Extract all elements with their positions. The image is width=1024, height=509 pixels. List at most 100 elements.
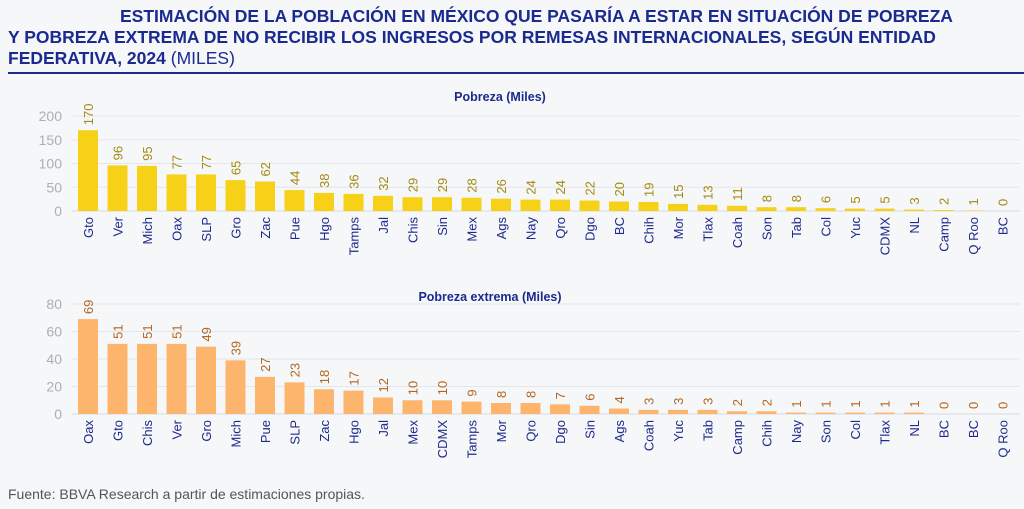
y-tick-label: 80	[46, 296, 62, 312]
category-label: Coah	[730, 217, 745, 248]
category-label: Ags	[494, 217, 509, 240]
category-label: Tamps	[347, 217, 362, 256]
category-label: Gro	[199, 420, 214, 442]
category-label: NL	[907, 420, 922, 437]
category-label: SLP	[199, 217, 214, 242]
y-tick-label: 20	[46, 379, 62, 395]
data-label: 24	[553, 180, 568, 194]
category-label: Tlax	[701, 217, 716, 242]
bar	[697, 204, 718, 211]
category-label: Sin	[435, 217, 450, 236]
data-label: 38	[317, 173, 332, 187]
data-label: 5	[848, 196, 863, 203]
category-label: BC	[612, 217, 627, 235]
y-tick-label: 0	[54, 203, 62, 219]
data-label: 77	[199, 155, 214, 169]
category-label: Coah	[642, 420, 657, 451]
bar	[845, 412, 865, 414]
category-label: Gto	[81, 217, 96, 238]
data-label: 2	[760, 399, 775, 406]
data-label: 62	[258, 162, 273, 176]
data-label: 6	[819, 196, 834, 203]
data-label: 11	[730, 187, 745, 201]
data-label: 51	[111, 324, 126, 338]
bar	[668, 203, 688, 211]
y-tick-label: 150	[39, 132, 63, 148]
data-label: 3	[701, 398, 716, 405]
data-label: 2	[730, 399, 745, 406]
bar	[137, 343, 157, 414]
data-label: 44	[288, 171, 303, 185]
bar	[904, 412, 924, 414]
data-label: 7	[553, 392, 568, 399]
title-line-2: Y POBREZA EXTREMA DE NO RECIBIR LOS INGR…	[8, 27, 936, 47]
data-label: 3	[671, 398, 686, 405]
data-label: 1	[966, 198, 981, 205]
category-label: Nay	[789, 420, 804, 444]
data-label: 3	[907, 197, 922, 204]
category-label: Camp	[730, 420, 745, 455]
y-tick-label: 50	[46, 179, 62, 195]
bar	[255, 181, 275, 211]
category-label: Tab	[701, 420, 716, 441]
bar	[166, 343, 187, 414]
data-label: 27	[258, 357, 273, 371]
data-label: 2	[937, 198, 952, 205]
data-label: 95	[140, 146, 155, 160]
data-label: 0	[966, 402, 981, 409]
bar	[343, 390, 364, 414]
bar	[225, 180, 246, 211]
bar	[579, 405, 600, 414]
category-label: BC	[966, 420, 981, 438]
category-label: Jal	[376, 420, 391, 437]
subchart-title: Pobreza extrema (Miles)	[418, 290, 561, 304]
data-label: 5	[878, 196, 893, 203]
bar	[196, 346, 216, 414]
bar	[520, 199, 541, 211]
category-label: Son	[819, 420, 834, 443]
category-label: Mex	[465, 217, 480, 242]
bar	[284, 190, 305, 211]
title-underline	[8, 72, 1024, 74]
bar	[107, 165, 128, 211]
data-label: 0	[937, 402, 952, 409]
category-label: Yuc	[671, 420, 686, 442]
bar	[491, 198, 511, 211]
bar	[432, 400, 452, 414]
category-label: Q Roo	[996, 420, 1011, 458]
bar	[314, 192, 334, 211]
category-label: Ags	[612, 420, 627, 443]
category-label: Mich	[229, 420, 244, 447]
bar	[550, 404, 570, 414]
data-label: 10	[435, 381, 450, 395]
data-label: 26	[494, 179, 509, 193]
bar	[78, 130, 98, 211]
bar	[461, 401, 482, 414]
data-label: 51	[140, 324, 155, 338]
bar	[609, 408, 629, 414]
category-label: Ver	[111, 216, 126, 236]
data-label: 24	[524, 180, 539, 194]
data-label: 22	[583, 181, 598, 195]
data-label: 1	[819, 400, 834, 407]
chart-title: ESTIMACIÓN DE LA POBLACIÓN EN MÉXICO QUE…	[8, 6, 1018, 69]
bar	[225, 360, 246, 414]
bar	[874, 412, 895, 414]
data-label: 28	[465, 178, 480, 192]
title-line-1: ESTIMACIÓN DE LA POBLACIÓN EN MÉXICO QUE…	[120, 6, 953, 26]
category-label: Qro	[553, 217, 568, 239]
bar	[638, 409, 659, 414]
y-tick-label: 200	[39, 108, 63, 124]
bar	[432, 197, 452, 211]
bar	[756, 207, 777, 211]
category-label: Tamps	[465, 420, 480, 459]
bar	[609, 201, 629, 211]
bar	[461, 197, 482, 211]
data-label: 17	[347, 371, 362, 385]
bar	[756, 411, 777, 414]
category-label: Pue	[258, 420, 273, 443]
data-label: 8	[524, 391, 539, 398]
data-label: 19	[642, 183, 657, 197]
category-label: Tab	[789, 217, 804, 238]
